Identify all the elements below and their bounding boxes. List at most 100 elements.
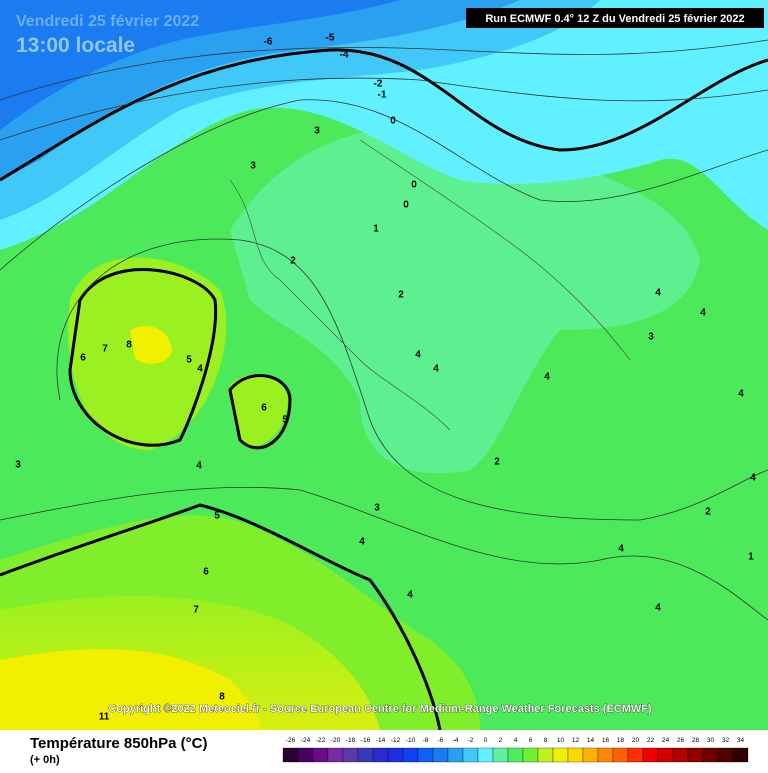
scale-cell <box>642 747 659 763</box>
scale-cell <box>597 747 614 763</box>
scale-label: -8 <box>423 737 429 744</box>
scale-cell <box>432 747 449 763</box>
scale-cell <box>717 747 734 763</box>
contour-label: 4 <box>655 288 661 299</box>
scale-label: -16 <box>361 737 371 744</box>
contour-label: 1 <box>748 552 754 563</box>
contour-label: 4 <box>738 389 744 400</box>
scale-label: 14 <box>587 737 595 744</box>
scale-label: -26 <box>286 737 296 744</box>
contour-label: 6 <box>261 403 267 414</box>
scale-cell <box>282 747 299 763</box>
scale-cell <box>567 747 584 763</box>
scale-cell <box>522 747 539 763</box>
contour-label: -6 <box>264 37 273 48</box>
contour-label: 3 <box>250 161 256 172</box>
contour-label: 0 <box>411 180 417 191</box>
contour-label: 4 <box>415 350 421 361</box>
run-box <box>466 8 764 28</box>
isotherm <box>0 39 768 621</box>
scale-label: 10 <box>557 737 565 744</box>
contour-label: 5 <box>282 415 288 426</box>
scale-label: -18 <box>346 737 356 744</box>
scale-cell <box>387 747 404 763</box>
footer-step: (+ 0h) <box>30 754 60 766</box>
contour-label: 2 <box>398 290 404 301</box>
date: Vendredi 25 février 2022 <box>16 13 199 30</box>
contour-label: 1 <box>373 224 379 235</box>
isotherm-5 <box>68 268 218 447</box>
scale-label: 28 <box>692 737 700 744</box>
scale-label: 0 <box>484 737 488 744</box>
contour-label: 3 <box>374 503 380 514</box>
scale-label: 16 <box>602 737 610 744</box>
contour-label: 4 <box>655 603 661 614</box>
scale-label: -2 <box>468 737 474 744</box>
contour-label: 2 <box>705 507 711 518</box>
footer-title: Température 850hPa (°C) <box>30 735 207 752</box>
contour-label: 0 <box>403 200 409 211</box>
warm-zone <box>230 374 288 446</box>
contour-label: 5 <box>186 355 192 366</box>
contour-label: -4 <box>340 50 349 61</box>
scale-label: -12 <box>391 737 401 744</box>
contour-label: 6 <box>80 353 86 364</box>
color-scale: -26 -24 -22 -20 -18 -16 -14 -12 -10 -8 -6 -4 -2 0 2 4 6 8… <box>282 737 749 763</box>
scale-cell <box>732 747 749 763</box>
run-info: Run ECMWF 0.4° 12 Z du Vendredi 25 févri… <box>485 13 744 25</box>
contour-label: 4 <box>407 590 413 601</box>
scale-label: -4 <box>453 737 459 744</box>
contour-label: -5 <box>326 33 335 44</box>
contour-label: 4 <box>196 461 202 472</box>
contour-label: 0 <box>390 116 396 127</box>
scale-cell <box>477 747 494 763</box>
warm-zone <box>130 326 172 364</box>
scale-label: -6 <box>438 737 444 744</box>
contour-label: 6 <box>203 567 209 578</box>
cold-zone <box>0 0 400 130</box>
scale-cell <box>612 747 629 763</box>
contour-label: 3 <box>314 126 320 137</box>
contour-label: 4 <box>197 364 203 375</box>
scale-cell <box>297 747 314 763</box>
scale-cell <box>312 747 329 763</box>
scale-cell <box>417 747 434 763</box>
scale-cell <box>582 747 599 763</box>
contour-label: 7 <box>193 605 199 616</box>
scale-cell <box>447 747 464 763</box>
contour-label: 3 <box>15 460 21 471</box>
scale-cell <box>402 747 419 763</box>
scale-label: -14 <box>376 737 386 744</box>
scale-cell <box>657 747 674 763</box>
map <box>0 0 768 731</box>
scale-cell <box>507 747 524 763</box>
time: 13:00 locale <box>16 34 135 57</box>
contour-label: 4 <box>618 544 624 555</box>
scale-label: -20 <box>331 737 341 744</box>
scale-label: 22 <box>647 737 655 744</box>
scale-cell <box>672 747 689 763</box>
scale-label: 6 <box>529 737 533 744</box>
scale-label: 4 <box>514 737 518 744</box>
contour-label: 5 <box>214 511 220 522</box>
contour-label: 4 <box>750 473 756 484</box>
scale-label: 2 <box>499 737 503 744</box>
scale-label: 18 <box>617 737 625 744</box>
scale-cell <box>327 747 344 763</box>
scale-label: 12 <box>572 737 580 744</box>
scale-label: -22 <box>316 737 326 744</box>
contour-label: 4 <box>359 537 365 548</box>
scale-cell <box>552 747 569 763</box>
scale-label: 30 <box>707 737 715 744</box>
contour-label: 2 <box>290 256 296 267</box>
scale-cell <box>537 747 554 763</box>
contour-label: 4 <box>433 364 439 375</box>
borders <box>229 139 631 431</box>
contour-label: -1 <box>378 90 387 101</box>
scale-cell <box>687 747 704 763</box>
contour-label: 4 <box>544 372 550 383</box>
contour-label: 8 <box>219 692 225 703</box>
copyright: Copyright ©2022 Meteociel.fr - Source Eu… <box>108 703 652 715</box>
